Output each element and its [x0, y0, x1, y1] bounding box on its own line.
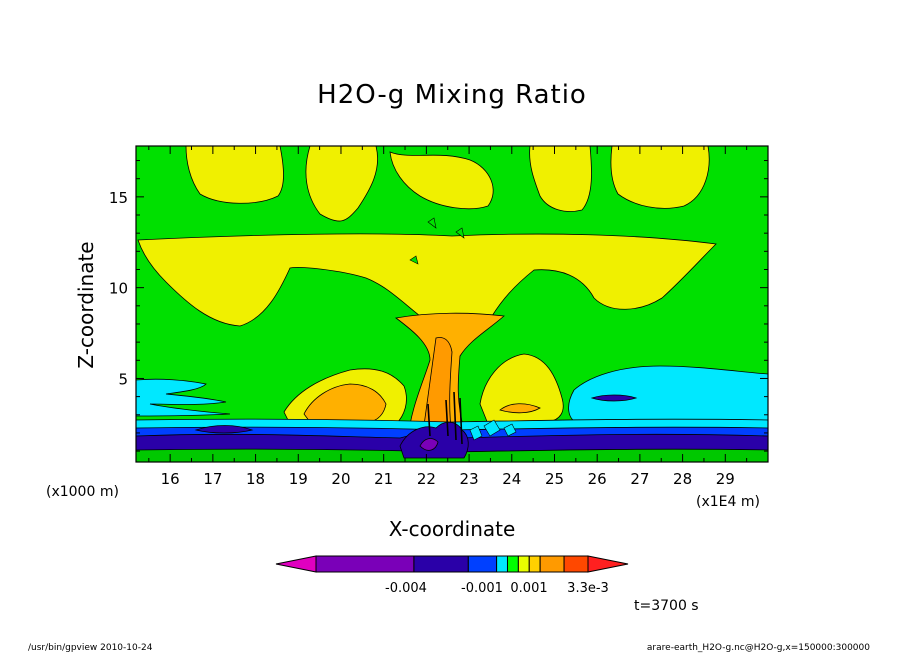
- x-tick-label: 17: [203, 470, 222, 488]
- x-tick-label: 29: [716, 470, 735, 488]
- colorbar: [275, 555, 629, 573]
- upper-right-moist-region: [610, 146, 710, 209]
- colorbar-label-3: 0.001: [510, 581, 547, 596]
- colorbar-segment: [528, 555, 541, 573]
- x-axis-unit: (x1E4 m): [696, 494, 760, 510]
- central-base-core: [419, 438, 439, 451]
- upper-center-moist-region: [305, 146, 378, 222]
- x-tick-label: 28: [673, 470, 692, 488]
- x-tick-label: 25: [545, 470, 564, 488]
- y-tick-label: 15: [109, 189, 128, 207]
- central-dark-streaks: [427, 391, 463, 445]
- colorbar-segment: [315, 555, 415, 573]
- dark-blue-spot-left: [194, 425, 254, 434]
- x-tick-label: 24: [502, 470, 521, 488]
- convective-column-core: [421, 337, 453, 441]
- colorbar-label-4: 3.3e-3: [567, 581, 609, 596]
- footer-left: /usr/bin/gpview 2010-10-24: [28, 643, 153, 653]
- x-tick-label: 22: [417, 470, 436, 488]
- x-tick-label: 19: [289, 470, 308, 488]
- anvil-moist-region: [137, 233, 717, 327]
- colorbar-min-arrow: [275, 555, 317, 573]
- upper-left-moist-region: [185, 146, 284, 204]
- lower-left-moist-core: [303, 383, 387, 423]
- chart-title: H2O-g Mixing Ratio: [317, 80, 587, 110]
- anvil-top-wisps: [389, 151, 494, 210]
- y-tick-label: 5: [118, 370, 128, 388]
- lower-right-moist-core: [499, 403, 541, 414]
- colorbar-segment: [413, 555, 469, 573]
- x-tick-label: 20: [331, 470, 350, 488]
- small-green-patches: [409, 217, 465, 265]
- dark-blue-spot-right: [590, 394, 638, 402]
- y-tick-label: 10: [109, 280, 128, 298]
- x-tick-label: 21: [374, 470, 393, 488]
- x-tick-label: 16: [161, 470, 180, 488]
- colorbar-segment: [563, 555, 589, 573]
- y-axis-ticks: 5 10 15: [109, 160, 768, 452]
- y-axis-title: Z-coordinate: [74, 241, 98, 368]
- central-blue-patches: [469, 419, 517, 441]
- time-label: t=3700 s: [634, 598, 699, 614]
- colorbar-segment: [506, 555, 519, 573]
- upper-center-right-moist-region: [529, 146, 592, 212]
- colorbar-label-1: -0.004: [385, 581, 427, 596]
- cyan-layer-right: [568, 365, 768, 425]
- footer-right: arare-earth_H2O-g.nc@H2O-g,x=150000:3000…: [647, 643, 870, 653]
- lower-right-moist-region: [479, 353, 564, 425]
- plot-area: [136, 146, 768, 462]
- x-tick-label: 18: [246, 470, 265, 488]
- colorbar-max-arrow: [587, 555, 629, 573]
- x-tick-label: 27: [630, 470, 649, 488]
- x-axis-ticks: 16 17 18 19 20 21 22 23 24 25 26 27 28 29: [148, 146, 748, 488]
- y-axis-unit: (x1000 m): [46, 484, 119, 500]
- colorbar-segment: [539, 555, 565, 573]
- x-tick-label: 26: [588, 470, 607, 488]
- x-tick-label: 23: [460, 470, 479, 488]
- colorbar-segment: [517, 555, 530, 573]
- colorbar-segment: [496, 555, 508, 573]
- x-axis-title: X-coordinate: [389, 517, 516, 541]
- colorbar-segment: [467, 555, 498, 573]
- plot-frame: [135, 145, 769, 463]
- cyan-layer-left: [136, 378, 231, 417]
- colorbar-label-2: -0.001: [461, 581, 503, 596]
